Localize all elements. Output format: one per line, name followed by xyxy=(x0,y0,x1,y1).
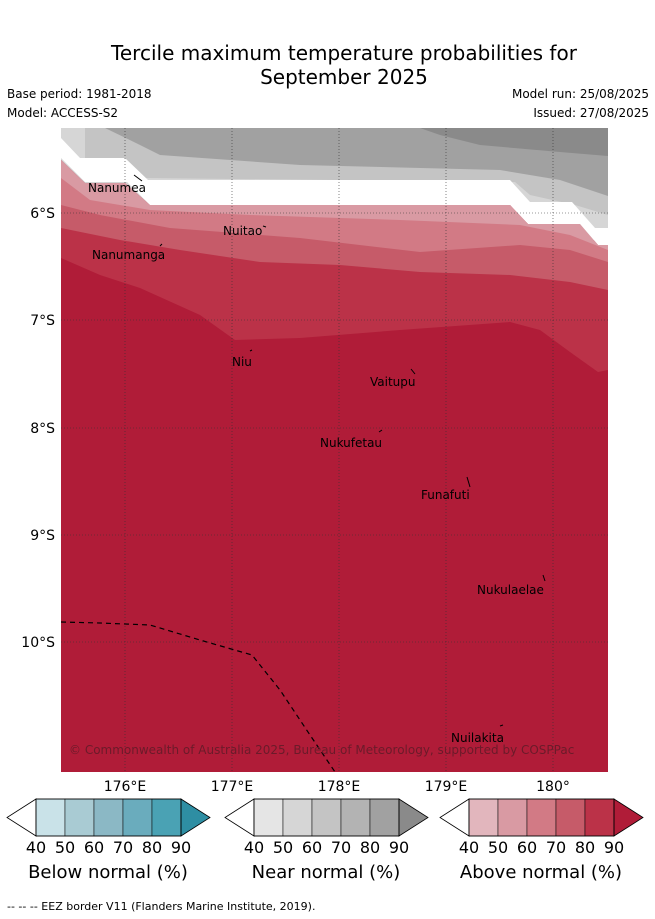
colorbar-high-arrow xyxy=(613,798,644,837)
colorbar-tick-label: 60 xyxy=(301,838,323,857)
above-normal-band-90 xyxy=(61,258,608,772)
issued-date: Issued: 27/08/2025 xyxy=(533,106,649,120)
colorbar-swatch xyxy=(253,798,284,837)
colorbar-outline xyxy=(253,798,400,837)
colorbar-tick-label: 80 xyxy=(359,838,381,857)
colorbar-swatch xyxy=(340,798,371,837)
lon-tick: 176°E xyxy=(104,779,147,795)
colorbar-tick-label: 60 xyxy=(83,838,105,857)
colorbar-outline xyxy=(468,798,615,837)
lat-tick: 9°S xyxy=(30,528,55,544)
lat-tick: 7°S xyxy=(30,313,55,329)
island-outlines xyxy=(133,174,546,727)
colorbar-swatch xyxy=(497,798,528,837)
colorbar-tick-label: 50 xyxy=(54,838,76,857)
base-period: Base period: 1981-2018 xyxy=(7,87,152,101)
place-label: Nukulaelae xyxy=(477,583,544,597)
colorbar-swatch xyxy=(369,798,400,837)
model-run: Model run: 25/08/2025 xyxy=(511,87,649,101)
title-line-1: Tercile maximum temperature probabilitie… xyxy=(111,41,577,65)
colorbar-swatch xyxy=(555,798,586,837)
near-normal-band-4 xyxy=(420,128,608,156)
colorbar-low-arrow xyxy=(224,798,255,837)
colorbar-low-arrow xyxy=(439,798,470,837)
colorbar-swatch xyxy=(64,798,95,837)
near-normal-label: Near normal (%) xyxy=(251,862,401,883)
colorbar-tick-label: 90 xyxy=(388,838,410,857)
chart-title: Tercile maximum temperature probabilitie… xyxy=(0,41,655,89)
colorbar-swatch xyxy=(122,798,153,837)
colorbar-tick-label: 80 xyxy=(574,838,596,857)
lat-tick: 10°S xyxy=(21,635,55,651)
white-strip xyxy=(61,128,608,245)
colorbar-tick-label: 70 xyxy=(112,838,134,857)
lon-tick: 177°E xyxy=(211,779,254,795)
copyright-note: © Commonwealth of Australia 2025, Bureau… xyxy=(69,743,574,757)
place-label: Vaitupu xyxy=(370,375,416,389)
colorbar-swatch xyxy=(584,798,615,837)
lon-tick: 178°E xyxy=(318,779,361,795)
colorbar-high-arrow xyxy=(180,798,211,837)
colorbar-swatch xyxy=(311,798,342,837)
lon-tick: 179°E xyxy=(425,779,468,795)
colorbar-swatch xyxy=(526,798,557,837)
place-label: Nanumanga xyxy=(92,248,165,262)
colorbar-tick-label: 70 xyxy=(330,838,352,857)
lon-tick: 180° xyxy=(536,779,570,795)
colorbar-swatch xyxy=(93,798,124,837)
colorbar-tick-label: 90 xyxy=(170,838,192,857)
colorbar-low-arrow xyxy=(6,798,37,837)
lat-tick: 6°S xyxy=(30,206,55,222)
place-label: Nuilakita xyxy=(451,731,504,745)
colorbar-swatch xyxy=(468,798,499,837)
colorbar-tick-label: 50 xyxy=(272,838,294,857)
colorbar-tick-label: 70 xyxy=(545,838,567,857)
title-line-2: September 2025 xyxy=(260,65,428,89)
model-name: Model: ACCESS-S2 xyxy=(7,106,119,120)
colorbar-swatch xyxy=(282,798,313,837)
colorbar-high-arrow xyxy=(398,798,429,837)
place-label: Funafuti xyxy=(421,488,470,502)
colorbar-tick-label: 40 xyxy=(243,838,265,857)
colorbar-tick-label: 40 xyxy=(458,838,480,857)
eez-footnote: -- -- -- EEZ border V11 (Flanders Marine… xyxy=(7,900,316,913)
colorbar-tick-label: 40 xyxy=(25,838,47,857)
place-label: Niu xyxy=(232,355,252,369)
colorbar-tick-label: 60 xyxy=(516,838,538,857)
place-label: Nuitao xyxy=(223,224,262,238)
below-normal-label: Below normal (%) xyxy=(28,862,188,883)
eez-border xyxy=(61,621,336,772)
colorbar-tick-label: 90 xyxy=(603,838,625,857)
place-label: Nukufetau xyxy=(320,436,382,450)
colorbar-swatch xyxy=(35,798,66,837)
graticule xyxy=(61,128,608,772)
colorbar-outline xyxy=(35,798,182,837)
colorbar-swatch xyxy=(151,798,182,837)
lat-tick: 8°S xyxy=(30,421,55,437)
above-normal-label: Above normal (%) xyxy=(459,862,623,883)
colorbar-tick-label: 80 xyxy=(141,838,163,857)
colorbar-tick-label: 50 xyxy=(487,838,509,857)
place-label: Nanumea xyxy=(88,181,146,195)
